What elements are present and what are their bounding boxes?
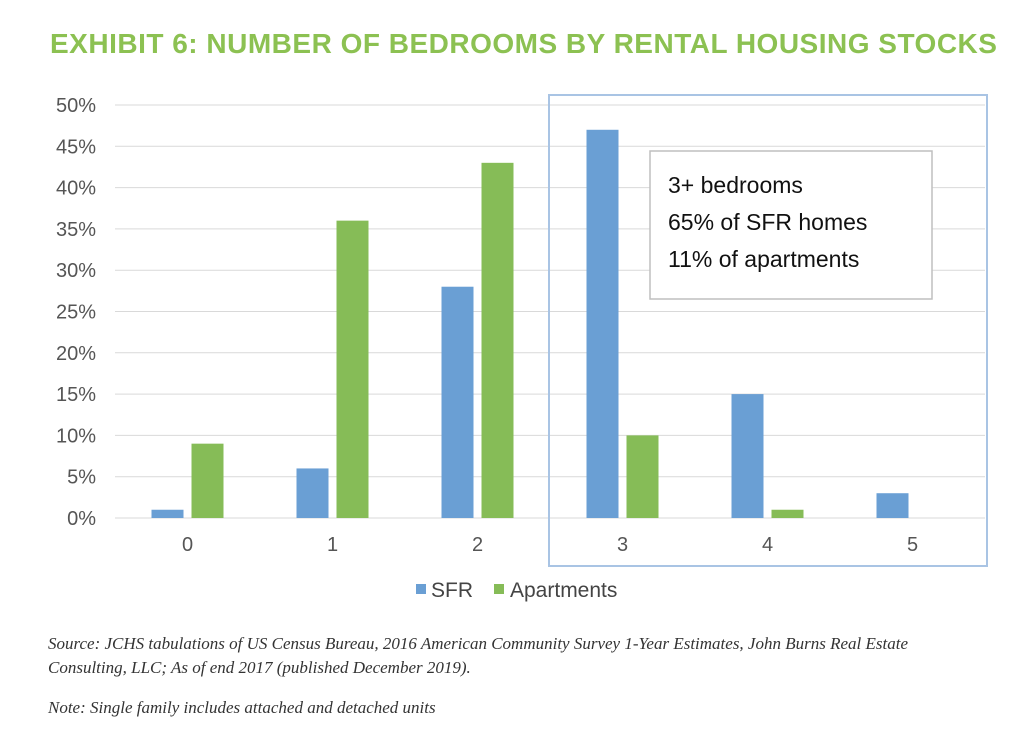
bar-chart: 0% 5% 10% 15% 20% 25% 30% 35% 40% 45% 50% 0 1 2 3 4 5 3…: [56, 94, 988, 602]
bar-apartments-0: [191, 443, 224, 518]
bar-sfr-3: [586, 129, 619, 518]
y-tick-label: 0%: [67, 508, 96, 530]
source-note: Source: JCHS tabulations of US Census Bu…: [48, 634, 908, 677]
bar-apartments-3: [626, 435, 659, 518]
y-tick-label: 30%: [56, 260, 96, 282]
y-tick-label: 15%: [56, 384, 96, 406]
x-tick-label: 1: [327, 534, 338, 556]
legend: SFR Apartments: [416, 579, 617, 602]
legend-label-apartments: Apartments: [510, 579, 617, 602]
legend-swatch-sfr: [416, 584, 426, 594]
x-tick-label: 0: [182, 534, 193, 556]
y-tick-label: 10%: [56, 425, 96, 447]
bar-sfr-1: [296, 468, 329, 518]
bar-apartments-4: [771, 509, 804, 518]
annotation-line-2: 65% of SFR homes: [668, 209, 867, 235]
bar-apartments-2: [481, 162, 514, 518]
y-axis-ticks: 0% 5% 10% 15% 20% 25% 30% 35% 40% 45% 50%: [56, 95, 96, 530]
annotation-line-1: 3+ bedrooms: [668, 172, 803, 198]
y-tick-label: 25%: [56, 302, 96, 324]
legend-swatch-apartments: [494, 584, 504, 594]
y-tick-label: 20%: [56, 343, 96, 365]
chart-title: EXHIBIT 6: NUMBER OF BEDROOMS BY RENTAL …: [50, 28, 998, 59]
x-tick-label: 2: [472, 534, 483, 556]
bar-apartments-1: [336, 220, 369, 518]
y-tick-label: 45%: [56, 136, 96, 158]
annotation-line-3: 11% of apartments: [668, 246, 859, 272]
annotation-box: 3+ bedrooms 65% of SFR homes 11% of apar…: [649, 150, 933, 300]
bar-sfr-4: [731, 394, 764, 518]
x-tick-label: 4: [762, 534, 773, 556]
bar-sfr-2: [441, 286, 474, 518]
footnote: Note: Single family includes attached an…: [48, 698, 436, 717]
y-tick-label: 5%: [67, 467, 96, 489]
legend-label-sfr: SFR: [431, 579, 473, 602]
y-tick-label: 35%: [56, 219, 96, 241]
bars: [151, 129, 909, 518]
x-tick-label: 5: [907, 534, 918, 556]
bar-sfr-0: [151, 509, 184, 518]
y-tick-label: 40%: [56, 178, 96, 200]
highlight-box: [548, 94, 988, 567]
bar-sfr-5: [876, 493, 909, 518]
x-axis-ticks: 0 1 2 3 4 5: [182, 534, 918, 556]
x-tick-label: 3: [617, 534, 628, 556]
y-tick-label: 50%: [56, 95, 96, 117]
